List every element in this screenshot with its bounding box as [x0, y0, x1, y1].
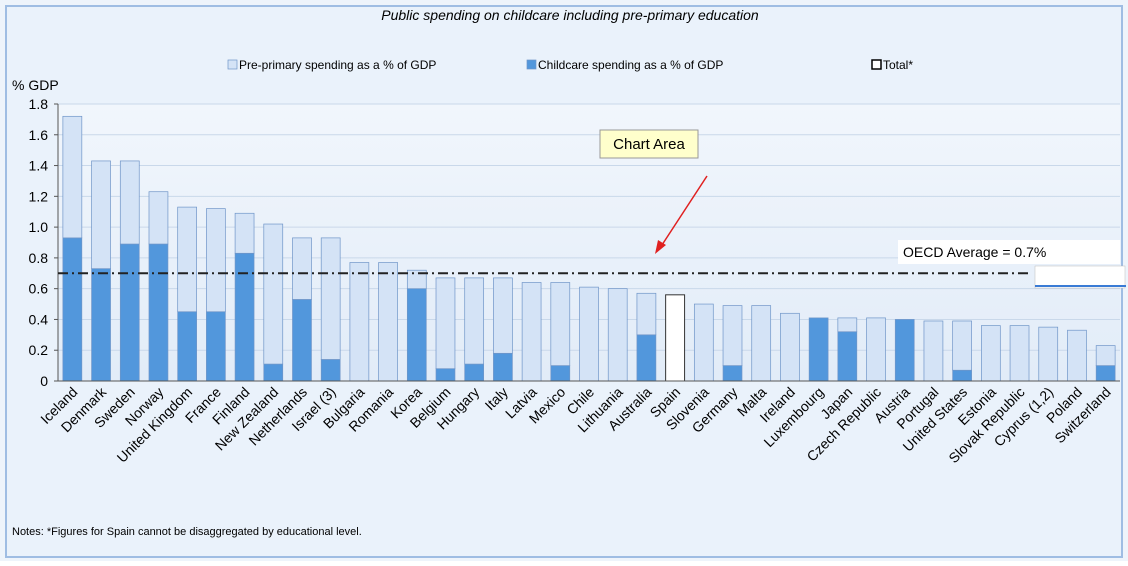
bar-segment: [464, 363, 485, 382]
tooltip-box: [599, 129, 699, 159]
bar-segment: [1095, 345, 1116, 366]
bar-segment: [1067, 329, 1087, 382]
y-tick-label: 1.6: [29, 127, 49, 143]
bar-segment: [722, 365, 743, 382]
selection-box: [1034, 265, 1126, 289]
bar-segment: [206, 208, 226, 313]
bar-segment: [550, 365, 571, 382]
bar-segment: [923, 320, 944, 382]
bar-segment: [550, 282, 571, 366]
bar-segment: [263, 223, 284, 365]
bar-segment: [579, 286, 599, 382]
y-tick-label: 1.8: [29, 96, 49, 112]
legend-label: Pre-primary spending as a % of GDP: [239, 58, 436, 72]
bar-segment: [464, 277, 485, 365]
bar-segment: [952, 320, 972, 371]
bar-segment: [665, 294, 686, 382]
bar-segment: [981, 325, 1001, 382]
bar-segment: [320, 359, 341, 382]
bar-segment: [406, 269, 427, 290]
reference-label-box: [898, 240, 1120, 264]
bar-segment: [780, 312, 800, 382]
bar-segment: [263, 363, 284, 382]
legend-swatch: [227, 59, 238, 70]
bar-segment: [91, 160, 111, 270]
bar-segment: [493, 277, 513, 354]
bar-segment: [406, 288, 427, 382]
bar-segment: [292, 237, 312, 300]
bar-segment: [435, 277, 456, 370]
bar-segment: [177, 206, 197, 313]
bar-segment: [521, 282, 542, 382]
bar-segment: [119, 160, 140, 245]
tooltip: Chart Area: [613, 136, 685, 153]
bar-segment: [234, 212, 255, 254]
bar-segment: [636, 292, 657, 336]
bar-segment: [148, 243, 169, 382]
bar-segment: [62, 115, 83, 239]
bar-segment: [493, 352, 513, 382]
y-tick-label: 1.0: [29, 219, 49, 235]
bar-segment: [320, 237, 341, 360]
bar-segment: [894, 319, 915, 382]
y-axis-label: % GDP: [12, 77, 59, 93]
bar-segment: [148, 191, 169, 245]
bar-segment: [837, 317, 858, 333]
note: Notes: *Figures for Spain cannot be disa…: [12, 526, 362, 538]
bar-segment: [1095, 365, 1116, 382]
bar-segment: [607, 288, 628, 382]
bar-segment: [952, 369, 972, 382]
y-tick-label: 0.6: [29, 281, 49, 297]
bar-segment: [1009, 325, 1030, 382]
bar-segment: [177, 311, 197, 382]
bar-segment: [206, 311, 226, 382]
bar-segment: [808, 317, 829, 382]
y-tick-label: 0: [40, 373, 48, 389]
bar-segment: [722, 305, 743, 366]
legend-swatch: [526, 59, 537, 70]
y-tick-label: 1.2: [29, 188, 49, 204]
bar-segment: [435, 368, 456, 382]
bar-segment: [751, 305, 772, 382]
bar-segment: [837, 331, 858, 382]
y-tick-label: 0.4: [29, 311, 49, 327]
arrow: [659, 175, 708, 249]
bar-segment: [349, 262, 370, 382]
y-tick-label: 1.4: [29, 158, 49, 174]
bar-segment: [119, 243, 140, 382]
y-tick-label: 0.2: [29, 342, 49, 358]
bar-segment: [693, 303, 714, 382]
y-tick-label: 0.8: [29, 250, 49, 266]
bar-segment: [866, 317, 886, 382]
legend-swatch: [871, 59, 882, 70]
reference-label: OECD Average = 0.7%: [903, 244, 1046, 260]
bar-segment: [636, 334, 657, 382]
chart-title: Public spending on childcare including p…: [381, 7, 759, 23]
bar-segment: [378, 262, 398, 382]
bar-segment: [62, 237, 83, 382]
bar-segment: [1038, 326, 1059, 382]
bar-segment: [292, 299, 312, 382]
legend-label: Total*: [883, 58, 913, 72]
legend-label: Childcare spending as a % of GDP: [538, 58, 723, 72]
bar-segment: [91, 268, 111, 382]
arrow-head: [655, 240, 666, 254]
